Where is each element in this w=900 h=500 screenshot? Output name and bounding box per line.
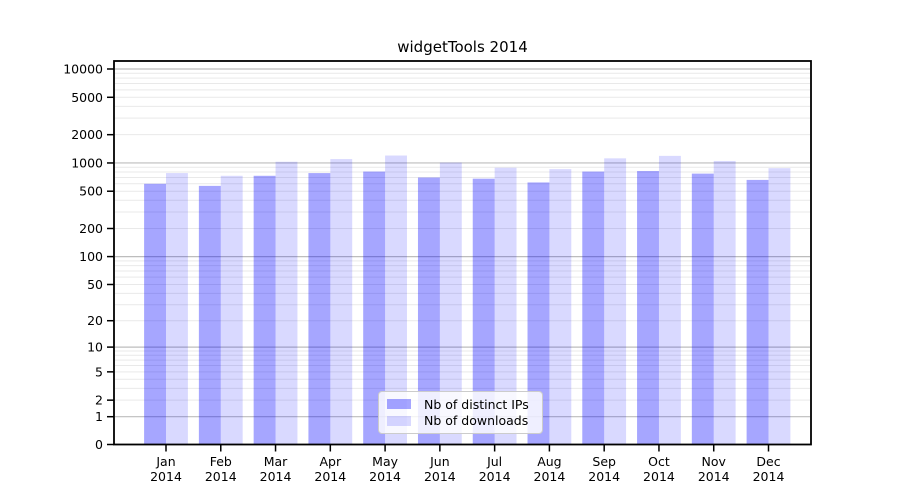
x-tick-label-month: Aug — [537, 454, 561, 469]
grid-minor — [115, 72, 810, 401]
bar-nb-of-distinct-ips-mar-2014 — [253, 175, 276, 445]
x-tick-label-year: 2014 — [205, 469, 237, 484]
y-tick-label: 20 — [87, 313, 103, 328]
y-tick-label: 10000 — [63, 61, 103, 76]
bar-nb-of-downloads-jun-2014 — [439, 162, 462, 445]
y-tick-label: 5 — [95, 364, 103, 379]
y-tick-label: 1000 — [71, 155, 103, 170]
bar-nb-of-distinct-ips-aug-2014 — [527, 182, 550, 445]
bars — [144, 155, 791, 445]
bar-nb-of-distinct-ips-may-2014 — [363, 171, 386, 445]
bar-nb-of-downloads-may-2014 — [385, 155, 407, 445]
legend-label-distinct-ips: Nb of distinct IPs — [424, 396, 529, 412]
bar-nb-of-distinct-ips-jul-2014 — [472, 178, 495, 445]
x-tick-label-month: May — [372, 454, 398, 469]
bar-nb-of-distinct-ips-oct-2014 — [637, 171, 659, 445]
legend-item-distinct-ips: Nb of distinct IPs — [387, 397, 534, 412]
x-tick-label-month: Feb — [210, 454, 232, 469]
legend-item-downloads: Nb of downloads — [387, 413, 534, 428]
y-tick-label: 2 — [95, 393, 103, 408]
bar-nb-of-downloads-jan-2014 — [166, 173, 188, 445]
x-tick-label-year: 2014 — [479, 469, 511, 484]
x-tick-label-month: Apr — [320, 454, 342, 469]
bar-nb-of-downloads-aug-2014 — [549, 169, 572, 445]
x-tick-label-year: 2014 — [424, 469, 456, 484]
axis-frame — [113, 60, 812, 446]
x-tick-label-month: Sep — [592, 454, 616, 469]
bar-nb-of-downloads-dec-2014 — [768, 168, 791, 445]
legend: Nb of distinct IPs Nb of downloads — [378, 391, 543, 434]
y-tick-label: 500 — [79, 184, 103, 199]
x-tick-label-month: Dec — [756, 454, 780, 469]
bar-nb-of-distinct-ips-apr-2014 — [308, 173, 331, 445]
bar-nb-of-distinct-ips-sep-2014 — [582, 171, 605, 445]
bar-nb-of-downloads-apr-2014 — [330, 159, 353, 445]
bar-nb-of-downloads-mar-2014 — [275, 161, 298, 445]
bar-nb-of-distinct-ips-nov-2014 — [691, 173, 714, 445]
bar-nb-of-distinct-ips-dec-2014 — [746, 179, 769, 445]
x-tick-label-month: Nov — [702, 454, 727, 469]
legend-swatch-distinct-ips — [387, 399, 411, 410]
bar-nb-of-distinct-ips-feb-2014 — [198, 185, 221, 445]
y-tick-label: 0 — [95, 437, 103, 452]
x-tick-label-year: 2014 — [698, 469, 730, 484]
x-tick-label-month: Jun — [429, 454, 450, 469]
x-tick-label-month: Oct — [648, 454, 670, 469]
x-tick-label-month: Jul — [486, 454, 502, 469]
x-tick-label-year: 2014 — [369, 469, 401, 484]
x-tick-label-year: 2014 — [150, 469, 182, 484]
chart-title: widgetTools 2014 — [397, 38, 528, 56]
x-tick-label-month: Jan — [155, 454, 175, 469]
y-tick-label: 100 — [79, 249, 103, 264]
x-tick-label-year: 2014 — [260, 469, 292, 484]
x-tick-label-year: 2014 — [588, 469, 620, 484]
x-axis-ticks: Jan2014Feb2014Mar2014Apr2014May2014Jun20… — [150, 444, 785, 484]
bar-nb-of-downloads-nov-2014 — [713, 160, 736, 445]
bar-nb-of-downloads-oct-2014 — [658, 155, 681, 445]
bar-nb-of-distinct-ips-jan-2014 — [144, 183, 166, 445]
x-tick-label-year: 2014 — [753, 469, 785, 484]
x-tick-label-year: 2014 — [643, 469, 675, 484]
bar-nb-of-distinct-ips-jun-2014 — [417, 177, 440, 445]
y-tick-label: 5000 — [71, 90, 103, 105]
x-tick-label-year: 2014 — [314, 469, 346, 484]
y-tick-label: 10 — [87, 340, 103, 355]
y-tick-label: 1 — [95, 409, 103, 424]
x-tick-label-month: Mar — [264, 454, 288, 469]
y-tick-label: 50 — [87, 277, 103, 292]
bar-nb-of-downloads-feb-2014 — [220, 175, 243, 445]
legend-swatch-downloads — [387, 415, 411, 426]
x-tick-label-year: 2014 — [534, 469, 566, 484]
legend-label-downloads: Nb of downloads — [424, 413, 529, 429]
bar-nb-of-downloads-sep-2014 — [604, 158, 627, 445]
y-tick-label: 2000 — [71, 127, 103, 142]
bar-nb-of-downloads-jul-2014 — [494, 167, 517, 445]
grid-major — [115, 68, 810, 418]
y-tick-label: 200 — [79, 221, 103, 236]
